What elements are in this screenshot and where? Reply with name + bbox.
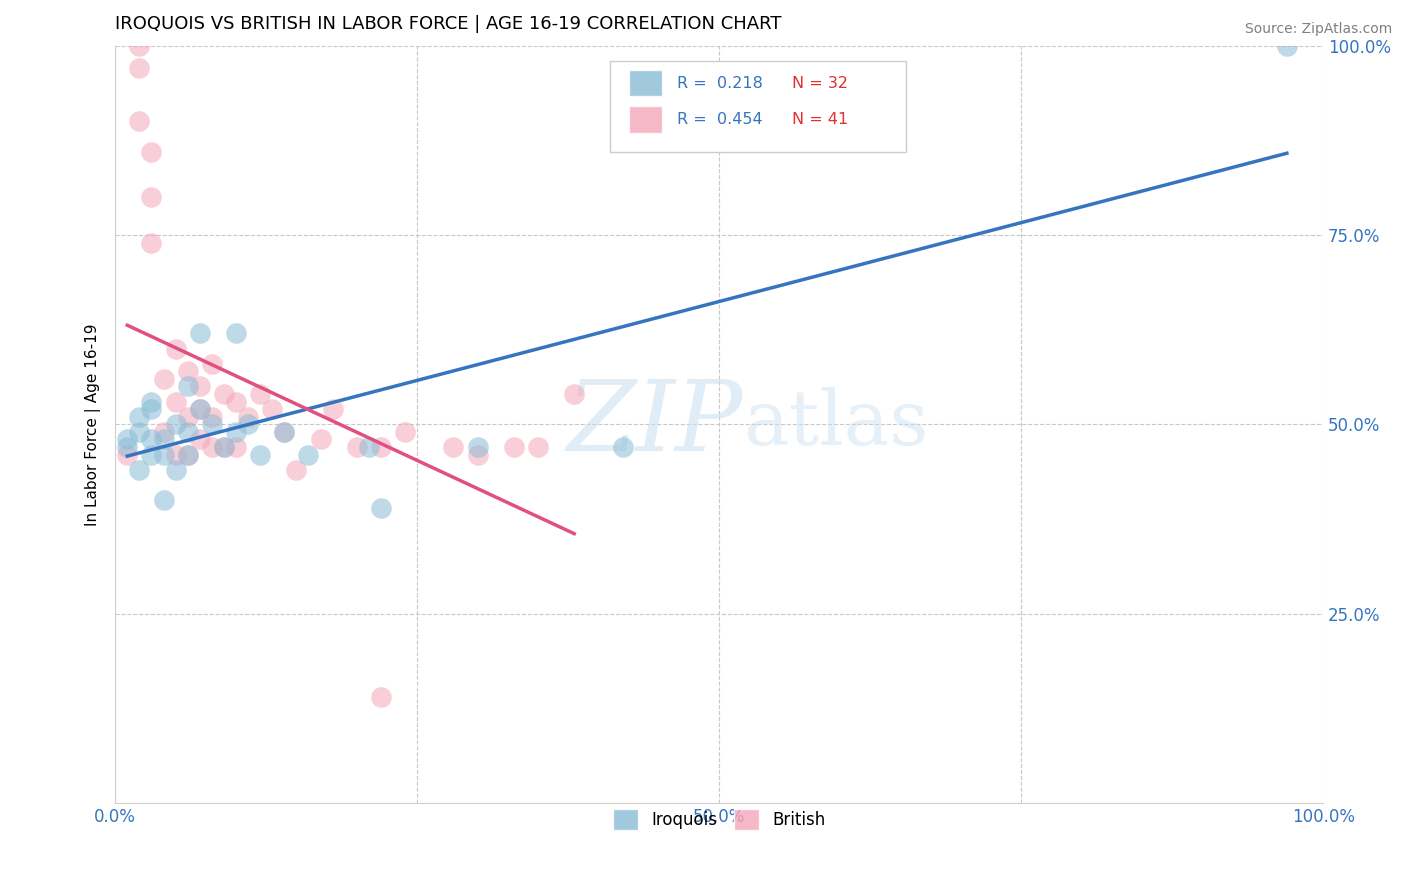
Point xyxy=(249,448,271,462)
Point xyxy=(370,500,392,515)
Text: atlas: atlas xyxy=(744,387,929,461)
Point xyxy=(176,448,198,462)
Point xyxy=(176,379,198,393)
Text: N = 41: N = 41 xyxy=(792,112,848,128)
Point xyxy=(236,417,259,432)
Point xyxy=(370,440,392,454)
Point xyxy=(128,62,150,76)
Point xyxy=(188,402,211,417)
Point xyxy=(176,425,198,439)
Text: IROQUOIS VS BRITISH IN LABOR FORCE | AGE 16-19 CORRELATION CHART: IROQUOIS VS BRITISH IN LABOR FORCE | AGE… xyxy=(115,15,782,33)
Bar xyxy=(628,106,662,133)
Point xyxy=(152,448,174,462)
Point xyxy=(128,409,150,424)
Point xyxy=(225,326,247,341)
Point xyxy=(176,364,198,378)
Point xyxy=(297,448,319,462)
Point xyxy=(212,440,235,454)
Point xyxy=(527,440,550,454)
Point xyxy=(394,425,416,439)
Point xyxy=(201,440,224,454)
Text: R =  0.454: R = 0.454 xyxy=(676,112,762,128)
Point xyxy=(128,38,150,53)
Text: R =  0.218: R = 0.218 xyxy=(676,76,763,91)
Point xyxy=(117,440,139,454)
Point xyxy=(1275,38,1298,53)
Point xyxy=(165,394,187,409)
Bar xyxy=(628,70,662,96)
Point xyxy=(502,440,524,454)
Point xyxy=(273,425,295,439)
Point xyxy=(165,463,187,477)
Point xyxy=(273,425,295,439)
Y-axis label: In Labor Force | Age 16-19: In Labor Force | Age 16-19 xyxy=(86,323,101,525)
Point xyxy=(165,448,187,462)
Point xyxy=(201,409,224,424)
Point xyxy=(141,402,163,417)
Point xyxy=(165,342,187,356)
Point xyxy=(285,463,308,477)
Point xyxy=(441,440,464,454)
Point xyxy=(152,493,174,508)
Point xyxy=(346,440,368,454)
Point xyxy=(201,357,224,371)
Point xyxy=(562,387,585,401)
Text: Source: ZipAtlas.com: Source: ZipAtlas.com xyxy=(1244,22,1392,37)
Point xyxy=(212,440,235,454)
Point xyxy=(370,690,392,704)
Point xyxy=(467,448,489,462)
Legend: Iroquois, British: Iroquois, British xyxy=(606,803,832,837)
Point xyxy=(165,417,187,432)
Point xyxy=(141,145,163,159)
Point xyxy=(117,433,139,447)
Point xyxy=(201,417,224,432)
FancyBboxPatch shape xyxy=(610,61,907,152)
Point xyxy=(188,379,211,393)
Point xyxy=(262,402,284,417)
Point xyxy=(188,326,211,341)
Point xyxy=(176,409,198,424)
Point xyxy=(467,440,489,454)
Point xyxy=(225,440,247,454)
Point xyxy=(152,372,174,386)
Point xyxy=(141,448,163,462)
Point xyxy=(176,448,198,462)
Point xyxy=(128,463,150,477)
Point xyxy=(236,409,259,424)
Point xyxy=(212,387,235,401)
Text: ZIP: ZIP xyxy=(567,376,744,472)
Point xyxy=(128,425,150,439)
Point xyxy=(357,440,380,454)
Point xyxy=(225,394,247,409)
Point xyxy=(612,440,634,454)
Point xyxy=(141,433,163,447)
Point xyxy=(249,387,271,401)
Point xyxy=(128,114,150,128)
Point xyxy=(188,402,211,417)
Point xyxy=(152,433,174,447)
Point xyxy=(141,394,163,409)
Point xyxy=(141,235,163,250)
Point xyxy=(117,448,139,462)
Point xyxy=(141,190,163,204)
Point xyxy=(225,425,247,439)
Point xyxy=(309,433,332,447)
Point xyxy=(152,425,174,439)
Text: N = 32: N = 32 xyxy=(792,76,848,91)
Point xyxy=(322,402,344,417)
Point xyxy=(188,433,211,447)
